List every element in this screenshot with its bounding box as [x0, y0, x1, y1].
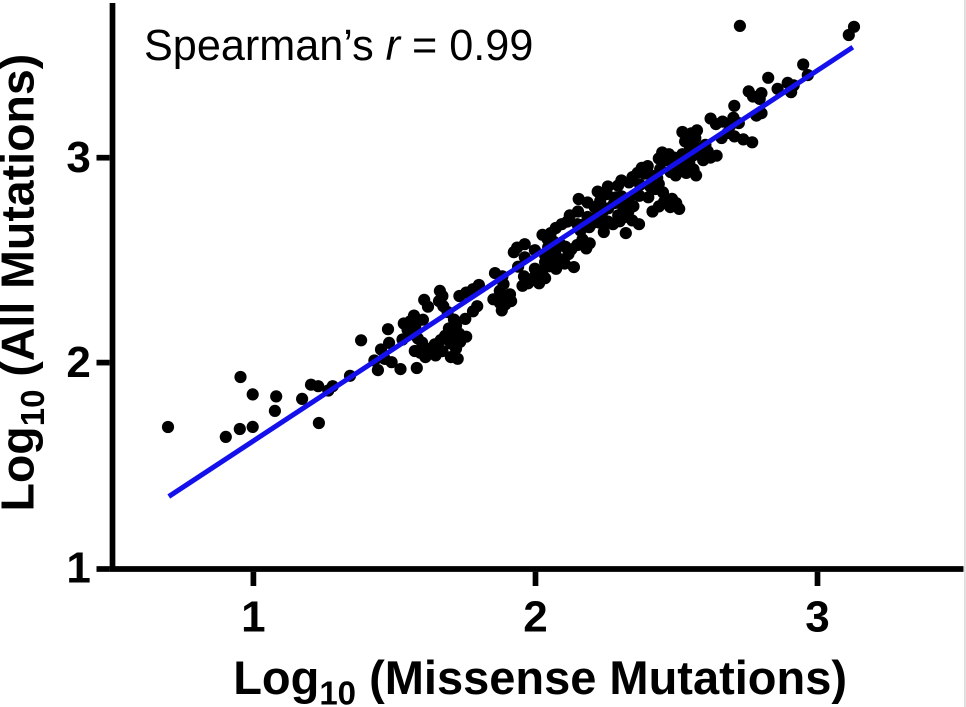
svg-text:2: 2	[66, 338, 90, 387]
svg-text:2: 2	[523, 593, 547, 642]
svg-text:1: 1	[241, 593, 265, 642]
svg-text:3: 3	[805, 593, 829, 642]
svg-text:Spearman’s r = 0.99: Spearman’s r = 0.99	[144, 22, 533, 70]
svg-text:Log10 (All Mutations): Log10 (All Mutations)	[0, 54, 51, 512]
svg-text:3: 3	[66, 133, 90, 182]
svg-text:1: 1	[66, 544, 90, 593]
